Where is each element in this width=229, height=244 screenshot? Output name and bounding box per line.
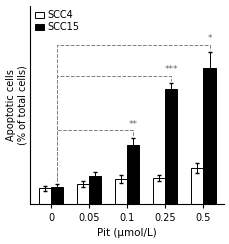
Bar <box>114 179 127 204</box>
Bar <box>153 178 165 204</box>
Bar <box>76 184 89 204</box>
Legend: SCC4, SCC15: SCC4, SCC15 <box>33 9 81 34</box>
Text: **: ** <box>128 120 137 129</box>
Bar <box>51 186 63 204</box>
Bar <box>127 145 139 204</box>
Bar <box>165 89 177 204</box>
X-axis label: Pit (μmol/L): Pit (μmol/L) <box>97 228 156 238</box>
Y-axis label: Apoptotic cells
(% of total cells): Apoptotic cells (% of total cells) <box>5 65 27 145</box>
Bar <box>89 176 101 204</box>
Text: *: * <box>206 34 211 43</box>
Bar <box>190 168 202 204</box>
Bar <box>202 68 215 204</box>
Bar <box>39 188 51 204</box>
Text: ***: *** <box>164 65 177 74</box>
